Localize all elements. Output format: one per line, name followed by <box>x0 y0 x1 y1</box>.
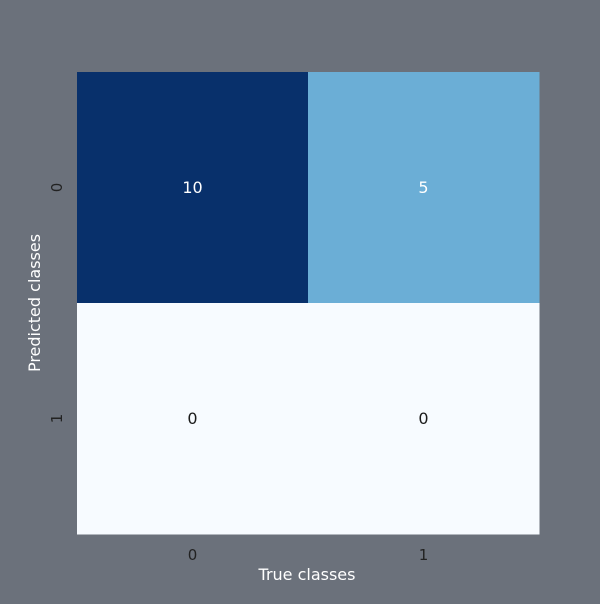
y-axis-label: Predicted classes <box>25 234 44 372</box>
heatmap-cell-0-0 <box>77 72 309 304</box>
y-tick-label-0: 0 <box>48 183 66 193</box>
x-tick-label-0: 0 <box>188 546 198 564</box>
cell-value-label-1-0: 0 <box>187 409 197 428</box>
heatmap-cells <box>77 72 540 535</box>
heatmap-cell-0-1 <box>308 72 540 304</box>
x-tick-label-1: 1 <box>419 546 429 564</box>
heatmap-cell-1-1 <box>308 303 540 535</box>
cell-value-label-1-1: 0 <box>418 409 428 428</box>
y-tick-labels: 01 <box>48 183 66 424</box>
cell-value-label-0-0: 10 <box>182 178 202 197</box>
cell-value-label-0-1: 5 <box>418 178 428 197</box>
heatmap-cell-1-0 <box>77 303 309 535</box>
x-axis-label: True classes <box>258 565 356 584</box>
y-tick-label-1: 1 <box>48 414 66 424</box>
heatmap-annotations: 10 5 0 0 <box>182 178 428 428</box>
